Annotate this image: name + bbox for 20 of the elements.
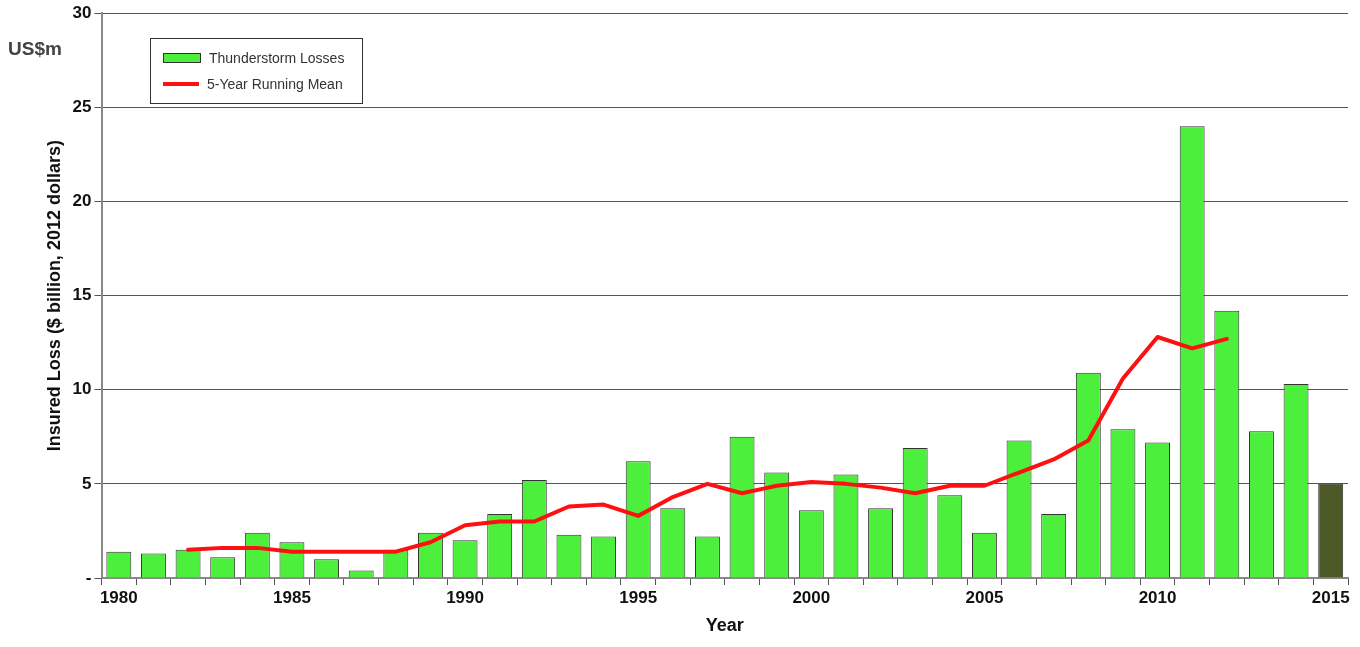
x-tick-label: 2005: [965, 587, 1004, 607]
x-tick-label: 1980: [99, 587, 138, 607]
y-tick-label: 20: [72, 191, 92, 211]
x-tick-label: 1990: [446, 587, 484, 607]
y-tick-label: 10: [72, 379, 92, 399]
legend-label: Thunderstorm Losses: [209, 50, 345, 66]
x-tick-label: 1995: [619, 587, 658, 607]
x-tick-label: 1985: [273, 587, 311, 607]
y-tick-label: 15: [72, 285, 92, 305]
y-tick-label: 5: [82, 473, 92, 493]
y-tick-label: -: [85, 567, 92, 587]
x-tick-label: 2010: [1138, 587, 1177, 607]
x-tick-label: 2015: [1311, 587, 1350, 607]
x-tick-label: 2000: [792, 587, 831, 607]
text: US$m: [8, 38, 62, 60]
y-tick-label: 30: [72, 2, 92, 22]
y-tick-label: 25: [72, 97, 92, 117]
x-axis-title: Year: [705, 615, 744, 636]
y-axis-title: Insured Loss ($ billion, 2012 dollars): [43, 140, 64, 452]
legend-label: 5-Year Running Mean: [207, 76, 343, 92]
